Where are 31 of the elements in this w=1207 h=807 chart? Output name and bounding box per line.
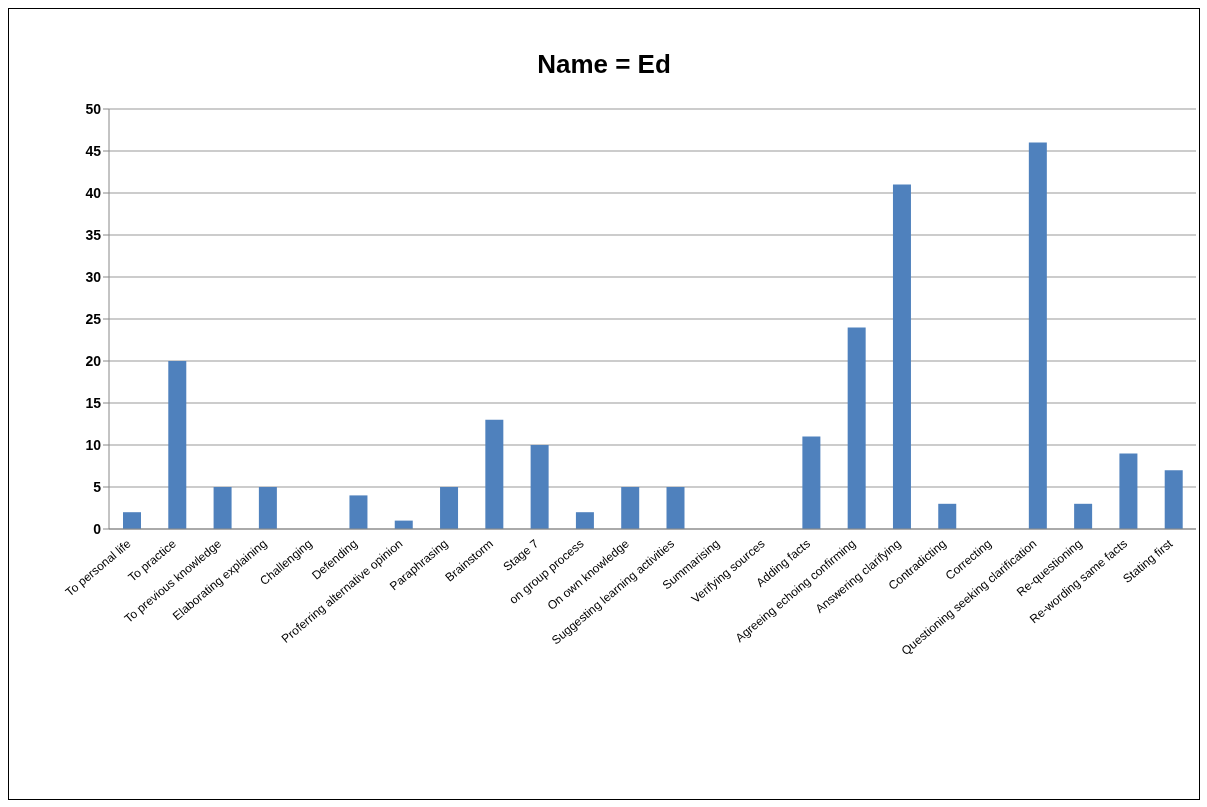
y-tick-label: 10	[85, 436, 102, 453]
bar	[213, 487, 232, 529]
bar	[258, 487, 277, 529]
bar	[847, 327, 866, 529]
bar	[530, 445, 549, 529]
y-tick-label: 15	[85, 394, 102, 411]
y-tick-label: 0	[93, 520, 102, 537]
chart-title: Name = Ed	[536, 48, 672, 81]
bar	[349, 495, 368, 529]
bar	[666, 487, 685, 529]
y-tick-label: 45	[85, 142, 102, 159]
y-tick-label: 25	[85, 310, 102, 327]
y-tick-label: 20	[85, 352, 102, 369]
bar	[621, 487, 640, 529]
bar	[892, 184, 911, 529]
y-tick-label: 35	[85, 226, 102, 243]
bar	[1164, 470, 1183, 529]
bar	[938, 503, 957, 529]
bar	[1028, 142, 1047, 529]
bar	[802, 436, 821, 529]
y-tick-label: 30	[85, 268, 102, 285]
bar	[1074, 503, 1093, 529]
y-tick-label: 40	[85, 184, 102, 201]
y-tick-label: 5	[93, 478, 102, 495]
bar	[1119, 453, 1138, 529]
bar	[123, 512, 141, 529]
bar	[440, 487, 459, 529]
bar	[575, 512, 594, 529]
bar	[485, 419, 504, 529]
y-tick-label: 50	[85, 100, 102, 117]
bar	[168, 361, 187, 529]
